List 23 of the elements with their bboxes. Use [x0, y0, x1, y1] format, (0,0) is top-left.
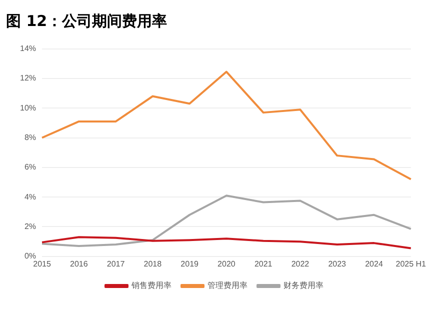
x-tick-label: 2016: [70, 259, 88, 268]
x-tick-label: 2023: [328, 259, 347, 268]
y-tick-label: 14%: [20, 44, 36, 54]
legend-label: 财务费用率: [284, 281, 324, 290]
legend-label: 销售费用率: [130, 281, 172, 290]
y-tick-label: 8%: [24, 132, 36, 142]
x-tick-label: 2024: [365, 259, 384, 268]
x-tick-label: 2017: [106, 259, 126, 268]
y-tick-label: 4%: [24, 192, 36, 202]
x-tick-label: 2020: [218, 259, 236, 268]
legend-label: 管理费用率: [208, 281, 248, 290]
y-tick-label: 2%: [24, 222, 36, 231]
y-tick-label: 6%: [24, 162, 36, 172]
y-tick-label: 10%: [20, 103, 36, 112]
x-tick-label: 2018: [144, 259, 162, 268]
chart-title: 图 12：公司期间费用率: [6, 12, 168, 31]
x-tick-label: 2025 H1: [396, 259, 427, 268]
y-tick-label: 12%: [20, 74, 36, 83]
x-tick-label: 2022: [291, 259, 310, 268]
x-tick-label: 2021: [254, 259, 273, 268]
x-tick-label: 2015: [33, 259, 52, 268]
y-tick-label: 0%: [24, 252, 36, 261]
x-tick-label: 2019: [180, 259, 200, 268]
